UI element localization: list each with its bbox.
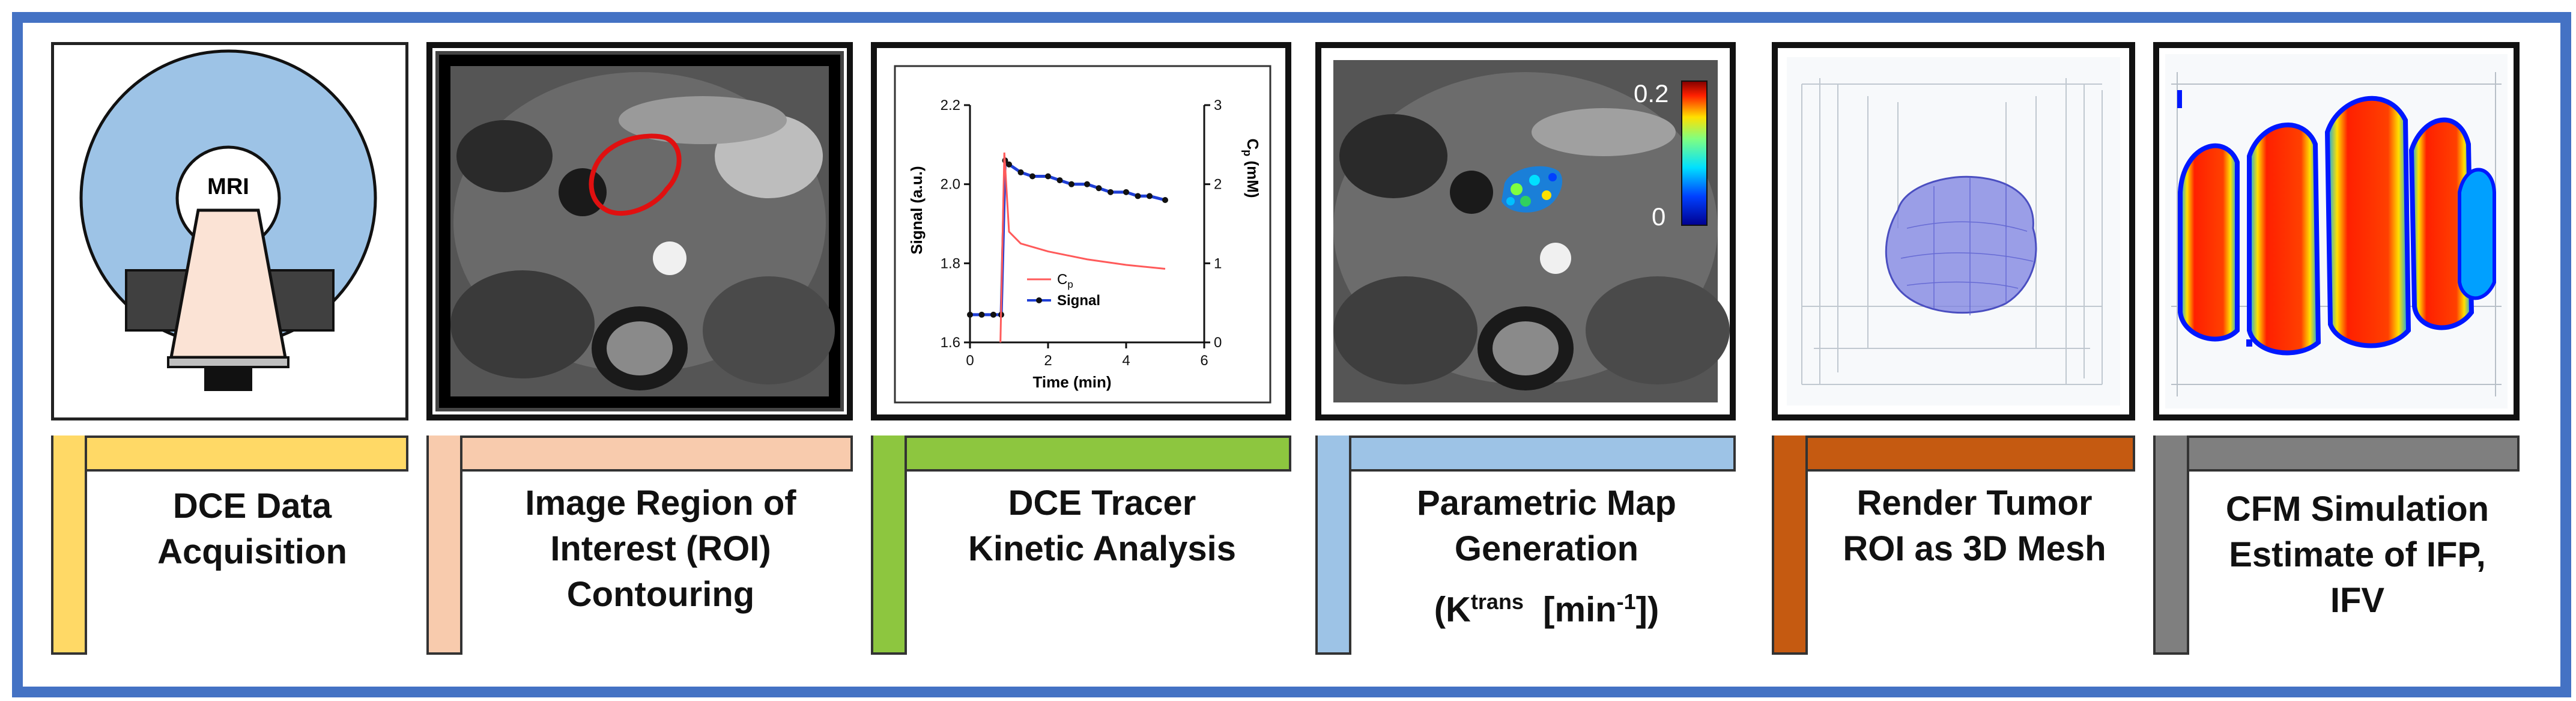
y-left-tick-label: 2.2 bbox=[941, 97, 960, 114]
step-1-label: DCE Data Acquisition bbox=[157, 487, 347, 571]
step-5-label: Render Tumor ROI as 3D Mesh bbox=[1843, 484, 2106, 568]
cfm-simulation-image bbox=[2165, 54, 2508, 408]
y-left-tick-label: 2.0 bbox=[941, 177, 960, 193]
legend-signal: Signal bbox=[1057, 293, 1100, 309]
signal-point bbox=[1162, 197, 1168, 203]
signal-point bbox=[1084, 181, 1090, 187]
kinetic-chart: 0 2 4 6 1.6 1.8 2.0 2.2 0 1 2 3 Signal (a.u.) Cp (m… bbox=[894, 65, 1271, 404]
mri-scanner-illustration: MRI bbox=[79, 49, 377, 391]
chart-legend: Cp Signal bbox=[1027, 272, 1100, 309]
kinetic-analysis-panel: 0 2 4 6 1.6 1.8 2.0 2.2 0 1 2 3 Signal (a.u.) Cp (m… bbox=[871, 42, 1291, 420]
y-right-axis-label: Cp (mM) bbox=[1241, 138, 1262, 198]
mri-label: MRI bbox=[207, 174, 249, 199]
signal-point bbox=[1017, 169, 1024, 175]
y-left-axis-label: Signal (a.u.) bbox=[908, 166, 926, 254]
x-tick-label: 6 bbox=[1200, 353, 1208, 369]
x-tick-label: 2 bbox=[1044, 353, 1052, 369]
signal-point bbox=[1006, 161, 1012, 168]
x-tick-label: 0 bbox=[966, 353, 974, 369]
signal-point bbox=[1108, 189, 1114, 195]
legend-cp: Cp bbox=[1057, 272, 1073, 290]
ktrans-units: (Ktrans [min-1]) bbox=[1434, 589, 1659, 630]
tumor-3d-mesh bbox=[1787, 57, 2120, 405]
step-4-label: Parametric Map Generation (Ktrans [min-1]… bbox=[1357, 481, 1736, 633]
colorbar-max: 0.2 bbox=[1634, 79, 1668, 108]
step-2-bracket bbox=[426, 435, 853, 655]
step-6-label: CFM Simulation Estimate of IFP, IFV bbox=[2225, 490, 2490, 620]
y-right-tick-label: 1 bbox=[1214, 255, 1222, 272]
y-right-tick-label: 2 bbox=[1214, 177, 1222, 193]
step-6-bracket bbox=[2153, 435, 2520, 655]
step-3-bracket bbox=[871, 435, 1291, 655]
mesh-render-panel bbox=[1772, 42, 2135, 420]
mri-scanner-panel: MRI bbox=[51, 42, 408, 420]
signal-point bbox=[1029, 173, 1035, 180]
y-right-tick-label: 0 bbox=[1214, 335, 1222, 351]
roi-contour-panel bbox=[426, 42, 853, 420]
colorbar bbox=[1681, 80, 1708, 226]
signal-point bbox=[1147, 193, 1153, 199]
signal-point bbox=[1068, 181, 1074, 187]
signal-point bbox=[1096, 185, 1102, 192]
roi-ct-image bbox=[435, 51, 844, 411]
x-tick-label: 4 bbox=[1122, 353, 1130, 369]
colorbar-min: 0 bbox=[1652, 202, 1665, 231]
signal-point bbox=[978, 311, 985, 318]
signal-point bbox=[1056, 177, 1063, 184]
parametric-map-panel: 0.2 0 bbox=[1315, 42, 1736, 420]
ktrans-overlay bbox=[1502, 166, 1563, 213]
y-right-tick-label: 3 bbox=[1214, 97, 1222, 114]
y-left-tick-label: 1.6 bbox=[941, 335, 960, 351]
ktrans-map-image: 0.2 0 bbox=[1333, 60, 1730, 402]
signal-point bbox=[1135, 193, 1141, 199]
step-4-bracket bbox=[1315, 435, 1736, 655]
step-3-label: DCE Tracer Kinetic Analysis bbox=[968, 484, 1236, 568]
signal-point bbox=[1045, 173, 1051, 180]
x-axis-label: Time (min) bbox=[1033, 373, 1112, 391]
cfm-simulation-panel bbox=[2153, 42, 2520, 420]
signal-point bbox=[1123, 189, 1129, 195]
y-left-tick-label: 1.8 bbox=[941, 255, 960, 272]
series-line-cp bbox=[999, 152, 1166, 343]
step-5-bracket bbox=[1772, 435, 2135, 655]
step-2-label: Image Region of Interest (ROI) Contouring bbox=[525, 484, 796, 614]
step-1-bracket bbox=[51, 435, 408, 655]
signal-point bbox=[990, 311, 996, 318]
signal-point bbox=[967, 311, 973, 318]
